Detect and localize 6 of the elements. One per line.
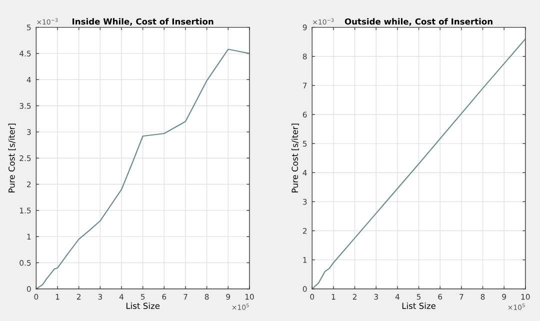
x-axis-title: List Size xyxy=(126,302,160,309)
y-axis-title: Pure Cost [s/iter] xyxy=(8,124,16,192)
y-axis-title: Pure Cost [s/iter] xyxy=(292,124,299,192)
chart-title: Inside While, Cost of Insertion xyxy=(72,18,214,26)
x-axis-title: List Size xyxy=(402,302,436,309)
chart-title: Outside while, Cost of Insertion xyxy=(344,18,492,26)
